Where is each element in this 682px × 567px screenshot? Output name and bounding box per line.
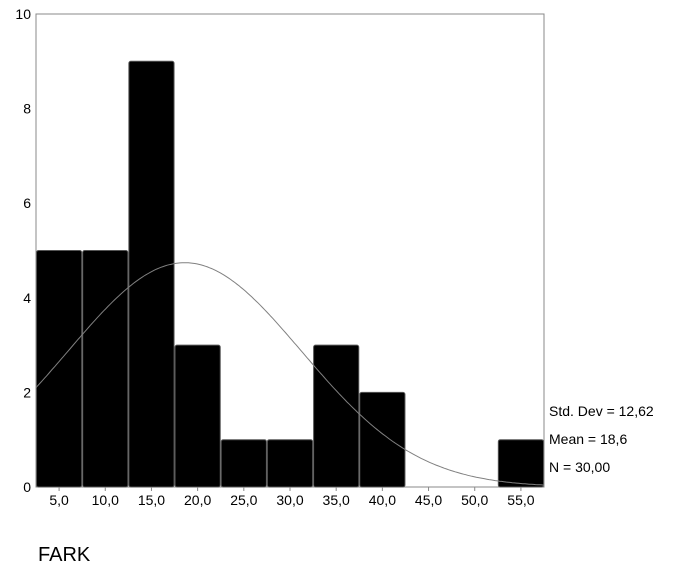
x-tick-label: 15,0 — [138, 492, 165, 508]
y-tick-label: 6 — [23, 195, 31, 211]
y-tick-label: 0 — [23, 479, 31, 495]
x-tick-label: 25,0 — [230, 492, 257, 508]
y-tick-label: 10 — [15, 6, 31, 22]
y-tick-label: 2 — [23, 384, 31, 400]
stat-mean: Mean = 18,6 — [549, 431, 627, 447]
x-tick-label: 5,0 — [49, 492, 69, 508]
stat-std-dev: Std. Dev = 12,62 — [549, 403, 654, 419]
y-tick-label: 4 — [23, 290, 31, 306]
histogram-bar — [174, 344, 221, 488]
histogram-bar — [82, 250, 129, 488]
stat-n: N = 30,00 — [549, 459, 610, 475]
histogram-bar — [313, 344, 360, 488]
x-tick-label: 40,0 — [369, 492, 396, 508]
x-tick-label: 35,0 — [323, 492, 350, 508]
x-axis-ticks: 5,0 10,0 15,0 20,0 25,0 30,0 35,0 40,0 45,0 50,0 5… — [49, 487, 535, 508]
x-tick-label: 45,0 — [415, 492, 442, 508]
histogram-bar — [220, 439, 267, 488]
normal-curve — [35, 262, 545, 486]
x-tick-label: 50,0 — [461, 492, 488, 508]
y-tick-label: 8 — [23, 101, 31, 117]
histogram-bar — [266, 439, 314, 488]
x-tick-label: 10,0 — [92, 492, 119, 508]
x-tick-label: 55,0 — [507, 492, 534, 508]
histogram-bar — [36, 250, 83, 488]
histogram-bar — [128, 60, 175, 488]
x-tick-label: 30,0 — [276, 492, 303, 508]
x-tick-label: 20,0 — [184, 492, 211, 508]
histogram-bar — [359, 391, 406, 488]
x-axis-label: FARK — [38, 544, 91, 566]
histogram-bar — [497, 439, 544, 488]
bars-group — [36, 60, 544, 488]
y-axis-ticks: 0 2 4 6 8 10 — [15, 6, 31, 495]
